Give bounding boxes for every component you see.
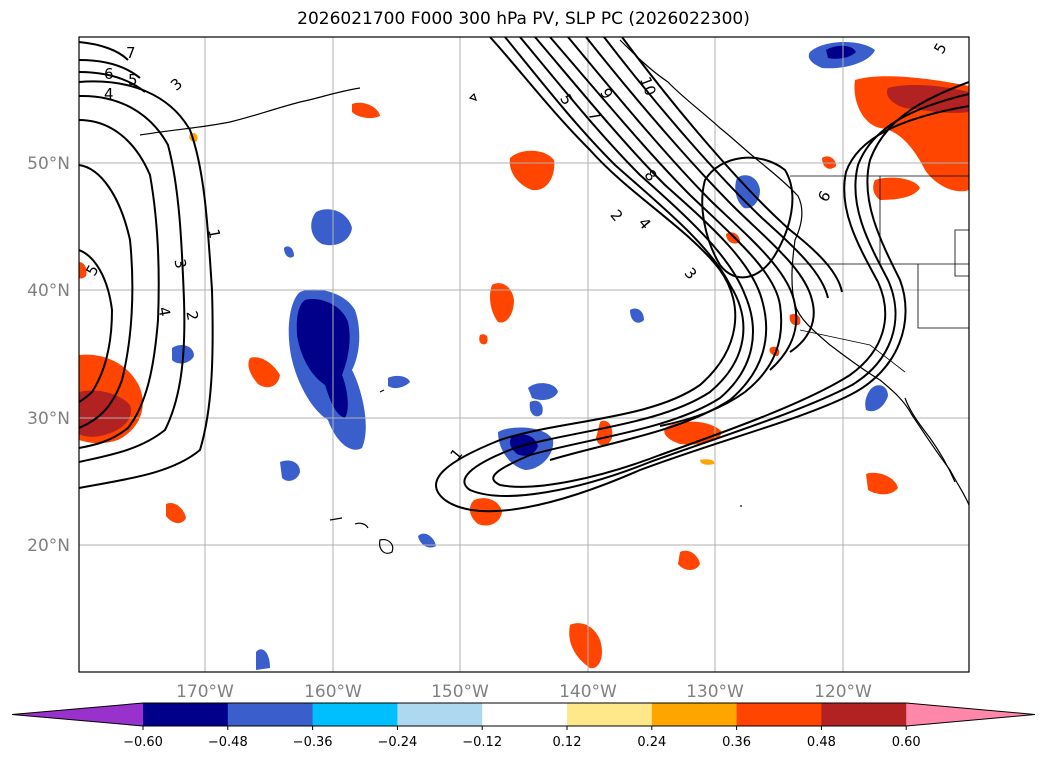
pv-anomaly-fill (79, 41, 969, 670)
pv-positive-blob (509, 150, 555, 191)
colorbar-segment (143, 703, 229, 726)
pv-negative-blob (280, 460, 300, 481)
colorbar-tick-label: −0.48 (208, 735, 248, 750)
pv-positive-blob (166, 502, 186, 524)
pv-negative-core (826, 45, 856, 59)
colorbar-segment (567, 703, 653, 726)
pv-positive-blob (873, 177, 920, 200)
contour-label: 5 (128, 71, 138, 89)
lat-label-30n: 30°N (27, 409, 70, 429)
pv-negative-blob (528, 383, 558, 400)
pv-positive-blob (79, 262, 87, 279)
pv-negative-core (296, 299, 350, 418)
colorbar-tick-label: 0.24 (637, 735, 666, 750)
map-frame (78, 36, 970, 673)
pv-negative-blob (735, 175, 760, 209)
contour-label: 10 (636, 74, 659, 98)
coastlines (139, 39, 969, 554)
pv-positive-blob (352, 102, 380, 119)
contour-label: 4 (104, 85, 114, 103)
map-background (79, 37, 969, 672)
contour-label: 2 (182, 309, 201, 322)
colorbar-tick-label: 0.60 (892, 735, 921, 750)
lon-label-160w: 160°W (304, 682, 362, 702)
colorbar-segment (312, 703, 398, 726)
latitude-labels: 50°N 40°N 30°N 20°N (27, 154, 70, 556)
pv-positive-blob (700, 459, 715, 465)
colorbar-segment (821, 703, 907, 726)
colorbar-segment (651, 703, 738, 726)
colorbar-extend-max (906, 703, 1035, 726)
pv-negative-blob (311, 209, 352, 246)
pv-negative-blob (388, 375, 410, 389)
pv-positive-blob (569, 623, 602, 669)
lat-label-40n: 40°N (27, 281, 70, 301)
pv-negative-blob (630, 308, 644, 323)
colorbar-tick-label: 0.36 (722, 735, 751, 750)
political-borders (790, 175, 969, 373)
colorbar-tick-label: −0.24 (377, 735, 417, 750)
colorbar-segment (482, 703, 568, 726)
pv-positive-blob (479, 334, 488, 345)
colorbar-segment (397, 703, 483, 726)
colorbar-segment (736, 703, 822, 726)
pv-negative-blob (284, 246, 294, 258)
lon-label-120w: 120°W (814, 682, 872, 702)
map-title: 2026021700 F000 300 hPa PV, SLP PC (2026… (297, 9, 750, 29)
colorbar-tick-label: 0.48 (807, 735, 836, 750)
graticule (79, 37, 969, 672)
contour-label: 4 (154, 305, 173, 318)
colorbar-tick-label: −0.60 (123, 735, 163, 750)
lon-label-130w: 130°W (686, 682, 744, 702)
lat-label-20n: 20°N (27, 536, 70, 556)
contour-label: 1 (204, 227, 223, 240)
lat-label-50n: 50°N (27, 154, 70, 174)
colorbar-extend-min (12, 703, 143, 726)
contour-label: 6 (104, 65, 114, 83)
contour-label: 3 (170, 257, 189, 270)
pv-positive-blob (678, 550, 700, 570)
colorbar-segment (227, 703, 314, 726)
colorbar: −0.60 −0.48 −0.36 −0.24 −0.12 0.12 0.24 0.36 0.4… (11, 702, 1036, 750)
contour-label: 7 (126, 44, 136, 62)
pv-positive-blob (866, 472, 898, 495)
longitude-labels: 170°W 160°W 150°W 140°W 130°W 120°W (176, 682, 872, 702)
slp-contours (79, 37, 969, 513)
colorbar-tick-label: −0.36 (293, 735, 333, 750)
pv-negative-blob (418, 533, 436, 548)
pv-positive-core (79, 390, 131, 437)
pv-negative-blob (865, 385, 888, 412)
pv-positive-blob (490, 283, 514, 323)
colorbar-tick-label: −0.12 (462, 735, 502, 750)
pv-positive-blob (789, 314, 801, 326)
lon-label-140w: 140°W (559, 682, 617, 702)
pv-positive-blob (248, 357, 280, 388)
pv-negative-blob (529, 400, 543, 417)
lon-label-150w: 150°W (431, 682, 489, 702)
colorbar-tick-label: 0.12 (553, 735, 582, 750)
pv-negative-blob (256, 649, 270, 670)
lon-label-170w: 170°W (176, 682, 234, 702)
